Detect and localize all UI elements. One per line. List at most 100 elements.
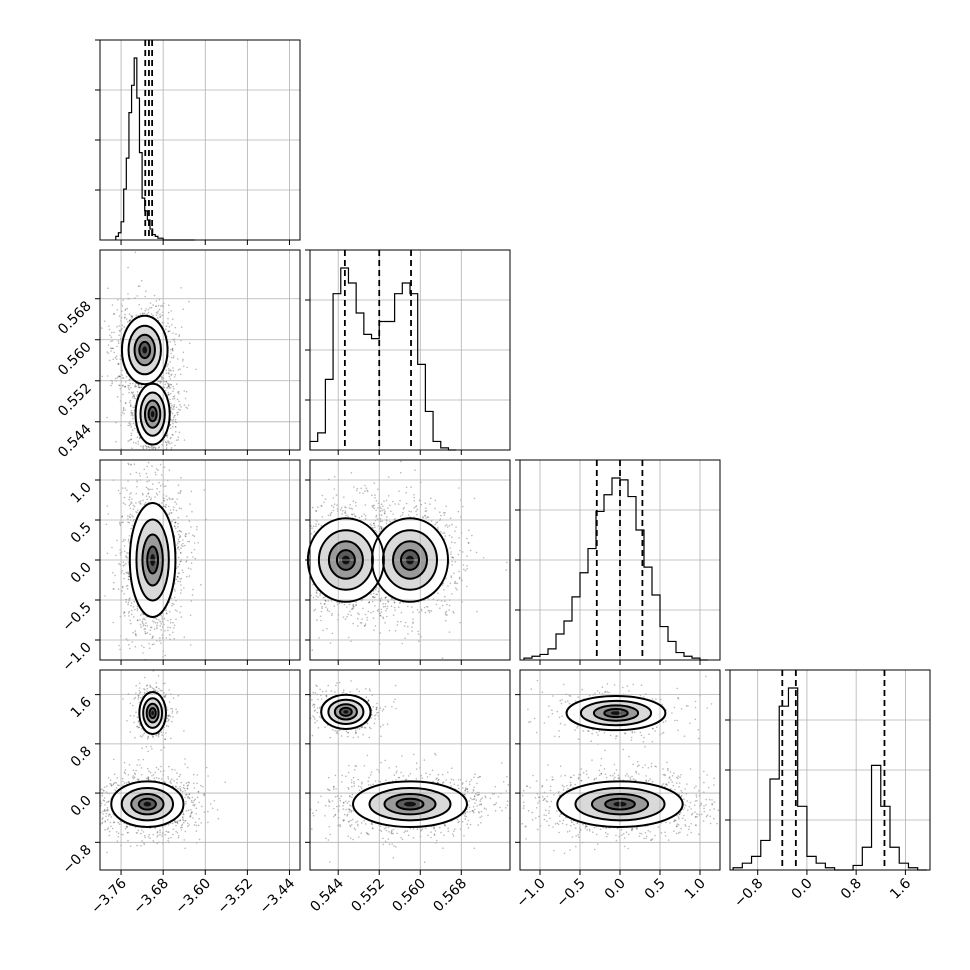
scatter-point bbox=[131, 429, 134, 432]
scatter-point bbox=[439, 518, 442, 520]
scatter-point bbox=[133, 397, 136, 400]
scatter-point bbox=[140, 307, 143, 310]
scatter-point bbox=[151, 643, 154, 646]
scatter-point bbox=[394, 518, 397, 520]
scatter-point bbox=[372, 596, 374, 598]
scatter-point bbox=[127, 578, 130, 581]
scatter-point bbox=[167, 372, 170, 374]
scatter-point bbox=[374, 496, 376, 499]
scatter-point bbox=[446, 603, 448, 606]
scatter-point bbox=[448, 524, 451, 527]
scatter-point bbox=[146, 625, 149, 627]
scatter-point bbox=[359, 492, 361, 494]
scatter-point bbox=[320, 610, 323, 613]
scatter-point bbox=[466, 537, 468, 540]
scatter-point bbox=[179, 404, 181, 406]
scatter-point bbox=[352, 622, 354, 625]
scatter-point bbox=[160, 623, 162, 625]
scatter-point bbox=[187, 567, 190, 569]
scatter-point bbox=[444, 512, 446, 514]
scatter-point bbox=[331, 504, 333, 507]
scatter-point bbox=[122, 561, 125, 563]
scatter-point bbox=[107, 352, 110, 355]
scatter-point bbox=[333, 503, 336, 506]
scatter-point bbox=[140, 614, 142, 616]
scatter-point bbox=[340, 507, 343, 509]
scatter-point bbox=[141, 622, 144, 624]
scatter-point bbox=[184, 535, 186, 537]
scatter-point bbox=[137, 393, 139, 396]
scatter-point bbox=[125, 555, 127, 557]
scatter-point bbox=[168, 469, 171, 472]
scatter-point bbox=[142, 493, 144, 496]
scatter-point bbox=[113, 331, 115, 334]
scatter-point bbox=[174, 414, 176, 417]
scatter-point bbox=[144, 625, 147, 627]
scatter-point bbox=[468, 529, 470, 532]
scatter-point bbox=[119, 548, 121, 551]
scatter-point bbox=[143, 623, 145, 626]
scatter-point bbox=[174, 426, 177, 428]
scatter-point bbox=[129, 507, 132, 510]
scatter-point bbox=[128, 535, 131, 537]
scatter-point bbox=[129, 647, 131, 650]
scatter-point bbox=[144, 618, 146, 621]
scatter-point bbox=[354, 515, 357, 518]
scatter-point bbox=[184, 397, 187, 400]
scatter-point bbox=[126, 307, 129, 310]
scatter-point bbox=[155, 492, 158, 495]
scatter-point bbox=[123, 412, 125, 415]
scatter-point bbox=[442, 582, 445, 585]
scatter-point bbox=[132, 406, 134, 409]
scatter-point bbox=[111, 304, 114, 306]
scatter-point bbox=[131, 524, 134, 527]
scatter-point bbox=[449, 582, 452, 585]
scatter-point bbox=[170, 427, 172, 430]
scatter-point bbox=[180, 507, 182, 510]
scatter-point bbox=[462, 564, 465, 566]
scatter-point bbox=[128, 378, 131, 381]
scatter-point bbox=[153, 294, 156, 297]
scatter-point bbox=[116, 395, 119, 398]
scatter-point bbox=[183, 404, 186, 406]
scatter-point bbox=[127, 552, 129, 554]
scatter-point bbox=[153, 643, 155, 645]
scatter-point bbox=[382, 605, 385, 608]
scatter-point bbox=[118, 644, 120, 647]
scatter-point bbox=[444, 525, 447, 527]
scatter-point bbox=[133, 463, 136, 466]
scatter-point bbox=[173, 627, 175, 629]
scatter-point bbox=[142, 445, 145, 447]
scatter-point bbox=[452, 610, 455, 613]
scatter-point bbox=[165, 637, 168, 639]
scatter-point bbox=[324, 602, 326, 605]
scatter-point bbox=[127, 321, 129, 323]
scatter-point bbox=[327, 600, 330, 602]
scatter-point bbox=[323, 501, 325, 504]
scatter-point bbox=[343, 603, 346, 606]
scatter-point bbox=[171, 348, 174, 350]
scatter-point bbox=[169, 369, 171, 371]
scatter-point bbox=[422, 516, 424, 519]
scatter-point bbox=[360, 487, 363, 490]
scatter-point bbox=[168, 497, 170, 499]
scatter-point bbox=[110, 336, 113, 339]
scatter-point bbox=[180, 552, 182, 554]
scatter-point bbox=[129, 382, 131, 385]
scatter-point bbox=[141, 612, 143, 614]
scatter-point bbox=[364, 484, 366, 487]
scatter-point bbox=[134, 384, 137, 386]
scatter-point bbox=[382, 603, 385, 605]
scatter-point bbox=[456, 582, 459, 585]
scatter-point bbox=[141, 313, 144, 315]
scatter-point bbox=[132, 441, 135, 444]
scatter-point bbox=[172, 357, 175, 359]
scatter-point bbox=[175, 439, 178, 442]
scatter-point bbox=[317, 506, 319, 508]
scatter-point bbox=[380, 527, 383, 529]
scatter-point bbox=[110, 384, 112, 387]
scatter-point bbox=[192, 588, 194, 591]
scatter-point bbox=[344, 618, 347, 620]
scatter-point bbox=[170, 447, 173, 449]
scatter-point bbox=[170, 406, 173, 409]
